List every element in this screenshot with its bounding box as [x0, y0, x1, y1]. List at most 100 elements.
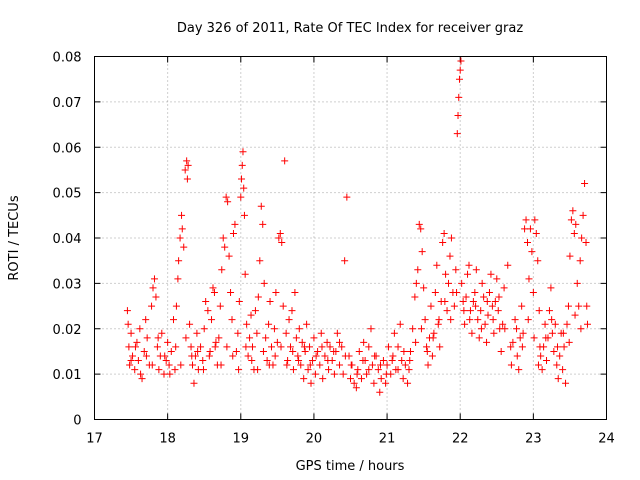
data-point [180, 243, 188, 251]
data-point [182, 334, 190, 342]
data-point [199, 366, 207, 374]
data-point [424, 361, 432, 369]
data-point [178, 211, 186, 219]
data-point [183, 157, 191, 165]
data-point [154, 334, 162, 342]
data-point [270, 325, 278, 333]
data-point [205, 352, 213, 360]
data-point [525, 275, 533, 283]
data-point [478, 279, 486, 287]
data-point [412, 338, 420, 346]
data-point [240, 211, 248, 219]
data-point [289, 347, 297, 355]
data-point [160, 370, 168, 378]
data-point [513, 352, 521, 360]
data-point [468, 329, 476, 337]
data-point [283, 361, 291, 369]
data-point [301, 347, 309, 355]
data-point [176, 234, 184, 242]
x-tick-label: 22 [452, 432, 469, 447]
data-point [359, 357, 367, 365]
data-point [343, 193, 351, 201]
data-point [535, 307, 543, 315]
x-tick-label: 19 [233, 432, 250, 447]
data-point [469, 298, 477, 306]
data-point [484, 311, 492, 319]
data-point [210, 288, 218, 296]
data-point [165, 361, 173, 369]
data-point [465, 261, 473, 269]
data-point [396, 320, 404, 328]
data-point [405, 366, 413, 374]
data-point [461, 320, 469, 328]
data-point [447, 234, 455, 242]
data-point [398, 357, 406, 365]
data-point [415, 220, 423, 228]
data-point [288, 307, 296, 315]
data-point [336, 338, 344, 346]
data-point [564, 302, 572, 310]
data-point [487, 270, 495, 278]
data-point [534, 257, 542, 265]
data-point [150, 275, 158, 283]
data-point [143, 334, 151, 342]
data-point [571, 311, 579, 319]
data-point [529, 288, 537, 296]
data-point [254, 366, 262, 374]
data-point [434, 320, 442, 328]
data-point [148, 361, 156, 369]
data-points [123, 57, 591, 396]
data-point [238, 161, 246, 169]
data-point [222, 193, 230, 201]
data-point [136, 325, 144, 333]
data-point [554, 375, 562, 383]
data-point [184, 161, 192, 169]
data-point [256, 257, 264, 265]
data-point [526, 225, 534, 233]
data-point [577, 325, 585, 333]
data-point [257, 202, 265, 210]
data-point [435, 316, 443, 324]
data-point [458, 279, 466, 287]
data-point [454, 111, 462, 119]
data-point [232, 347, 240, 355]
y-tick-label: 0.07 [53, 96, 82, 111]
data-point [241, 270, 249, 278]
data-point [401, 361, 409, 369]
data-point [227, 288, 235, 296]
data-point [581, 180, 589, 188]
data-point [566, 252, 574, 260]
data-point [247, 311, 255, 319]
data-point [319, 375, 327, 383]
data-point [330, 370, 338, 378]
data-point [325, 366, 333, 374]
data-point [450, 302, 458, 310]
y-tick-label: 0.03 [53, 277, 82, 292]
data-point [314, 347, 322, 355]
data-point [511, 316, 519, 324]
data-point [169, 316, 177, 324]
data-point [370, 379, 378, 387]
data-point [164, 338, 172, 346]
axis-ticks: 17 18 19 20 21 22 23 24 0 0.01 0.02 0.03 0.04 0.05 0.0… [53, 51, 615, 447]
data-point [316, 361, 324, 369]
data-point [272, 288, 280, 296]
data-point [326, 343, 334, 351]
data-point [244, 352, 252, 360]
x-tick-label: 17 [86, 432, 103, 447]
data-point [360, 338, 368, 346]
data-point [131, 343, 139, 351]
data-point [221, 243, 229, 251]
data-point [193, 329, 201, 337]
data-point [266, 298, 274, 306]
data-point [423, 347, 431, 355]
data-point [464, 270, 472, 278]
data-point [291, 288, 299, 296]
data-point [271, 352, 279, 360]
y-tick-label: 0.01 [53, 368, 82, 383]
data-point [295, 357, 303, 365]
data-point [553, 343, 561, 351]
data-point [172, 302, 180, 310]
data-point [352, 384, 360, 392]
data-point [212, 338, 220, 346]
